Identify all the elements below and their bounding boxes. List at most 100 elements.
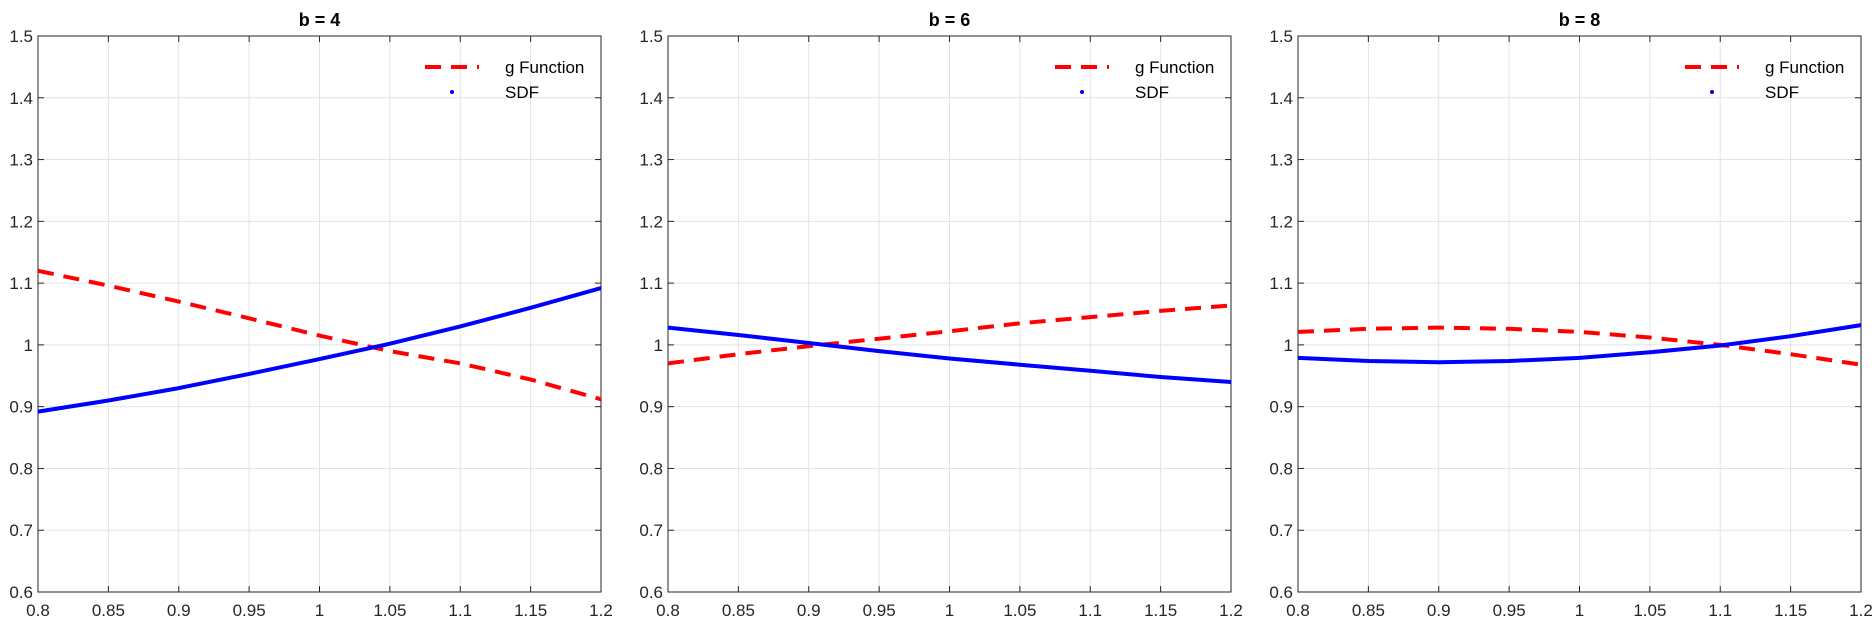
x-tick-label: 0.85 xyxy=(92,601,125,620)
x-tick-label: 1 xyxy=(1575,601,1584,620)
chart-panel-1: 0.8 0.85 0.9 0.95 1 1.05 1.1 1.15 1.2 0.6 0.7 0.8 0.… xyxy=(9,10,612,620)
sdf-line xyxy=(1297,323,1862,365)
g-function-point xyxy=(1789,352,1793,356)
x-tick-label: 1 xyxy=(315,601,324,620)
legend-sdf-swatch xyxy=(1080,90,1084,94)
grid xyxy=(1298,36,1861,592)
sdf-point xyxy=(318,357,322,361)
y-tick-label: 1.2 xyxy=(1269,212,1293,231)
grid xyxy=(668,36,1231,592)
g-function-point xyxy=(1159,309,1163,313)
sdf-point xyxy=(877,349,881,353)
sdf-point xyxy=(529,306,533,310)
g-function-line xyxy=(667,303,1232,366)
legend-sdf-label: SDF xyxy=(505,83,539,102)
x-tick-label: 0.9 xyxy=(797,601,821,620)
x-tick-label: 1.2 xyxy=(1219,601,1243,620)
y-tick-label: 0.8 xyxy=(639,459,663,478)
legend-g-function-label: g Function xyxy=(1135,58,1214,77)
chart-panel-2: 0.8 0.85 0.9 0.95 1 1.05 1.1 1.15 1.2 0.6 0.7 0.8 0.… xyxy=(639,10,1242,620)
legend-g-function-label: g Function xyxy=(505,58,584,77)
legend: g Function SDF xyxy=(1685,58,1844,102)
y-tick-label: 1.2 xyxy=(639,212,663,231)
chart-title: b = 6 xyxy=(929,10,971,30)
y-tick-label: 1.4 xyxy=(9,89,33,108)
grid xyxy=(38,36,601,592)
g-function-point xyxy=(1648,335,1652,339)
y-tick-label: 0.7 xyxy=(639,521,663,540)
x-tick-label: 1.15 xyxy=(1774,601,1807,620)
sdf-point xyxy=(1648,350,1652,354)
x-tick-label: 0.9 xyxy=(167,601,191,620)
sdf-point xyxy=(106,398,110,402)
x-tick-label: 1.1 xyxy=(448,601,472,620)
g-function-line xyxy=(1297,325,1862,367)
y-tick-label: 0.8 xyxy=(1269,459,1293,478)
y-tick-label: 1 xyxy=(1284,336,1293,355)
y-tick-label: 1.5 xyxy=(1269,27,1293,46)
x-tick-label: 1.1 xyxy=(1708,601,1732,620)
sdf-point xyxy=(1437,360,1441,364)
sdf-point xyxy=(458,324,462,328)
sdf-line xyxy=(37,286,602,414)
legend-g-function-label: g Function xyxy=(1765,58,1844,77)
g-function-point xyxy=(1229,303,1233,307)
g-function-point xyxy=(1018,321,1022,325)
x-tick-label: 1.05 xyxy=(1003,601,1036,620)
sdf-line xyxy=(667,325,1232,384)
sdf-point xyxy=(1507,359,1511,363)
y-tick-label: 1.3 xyxy=(9,151,33,170)
g-function-point xyxy=(1366,327,1370,331)
x-tick-label: 0.8 xyxy=(1286,601,1310,620)
x-tick-label: 1.05 xyxy=(1633,601,1666,620)
legend: g Function SDF xyxy=(425,58,584,102)
g-function-point xyxy=(1296,330,1300,334)
y-tick-label: 1.5 xyxy=(9,27,33,46)
chart-panel-3: 0.8 0.85 0.9 0.95 1 1.05 1.1 1.15 1.2 0.6 0.7 0.8 0.… xyxy=(1269,10,1872,620)
sdf-point xyxy=(599,286,603,290)
g-function-point xyxy=(1578,330,1582,334)
sdf-point xyxy=(1578,356,1582,360)
legend-sdf-swatch xyxy=(1710,90,1714,94)
axes-box xyxy=(1297,35,1862,593)
y-tick-label: 0.9 xyxy=(9,398,33,417)
y-tick-label: 1.4 xyxy=(639,89,663,108)
axes-box xyxy=(37,35,602,593)
sdf-point xyxy=(36,410,40,414)
sdf-point xyxy=(177,386,181,390)
g-function-point xyxy=(106,284,110,288)
sdf-point xyxy=(1366,359,1370,363)
sdf-point xyxy=(948,356,952,360)
chart-title: b = 4 xyxy=(299,10,341,30)
y-tick-label: 0.6 xyxy=(639,583,663,602)
x-tick-label: 0.9 xyxy=(1427,601,1451,620)
g-function-point xyxy=(529,377,533,381)
y-tick-label: 0.7 xyxy=(1269,521,1293,540)
sdf-point xyxy=(1718,344,1722,348)
g-function-point xyxy=(666,361,670,365)
sdf-point xyxy=(1229,380,1233,384)
sdf-point xyxy=(1789,334,1793,338)
g-function-point xyxy=(877,337,881,341)
x-tick-label: 0.95 xyxy=(233,601,266,620)
x-tick-label: 1 xyxy=(945,601,954,620)
sdf-point xyxy=(1088,369,1092,373)
y-tick-label: 0.7 xyxy=(9,521,33,540)
y-tick-label: 1.3 xyxy=(639,151,663,170)
legend: g Function SDF xyxy=(1055,58,1214,102)
x-tick-label: 1.15 xyxy=(514,601,547,620)
g-function-point xyxy=(388,349,392,353)
g-function-point xyxy=(458,361,462,365)
g-function-line xyxy=(37,268,602,402)
g-function-point xyxy=(318,334,322,338)
x-tick-label: 1.2 xyxy=(1849,601,1873,620)
legend-sdf-swatch xyxy=(450,90,454,94)
y-tick-label: 0.6 xyxy=(1269,583,1293,602)
g-function-point xyxy=(1859,363,1863,367)
y-tick-label: 1.4 xyxy=(1269,89,1293,108)
g-function-point xyxy=(247,316,251,320)
chart-title: b = 8 xyxy=(1559,10,1601,30)
y-tick-label: 1.5 xyxy=(639,27,663,46)
g-function-point xyxy=(1088,315,1092,319)
sdf-point xyxy=(807,341,811,345)
